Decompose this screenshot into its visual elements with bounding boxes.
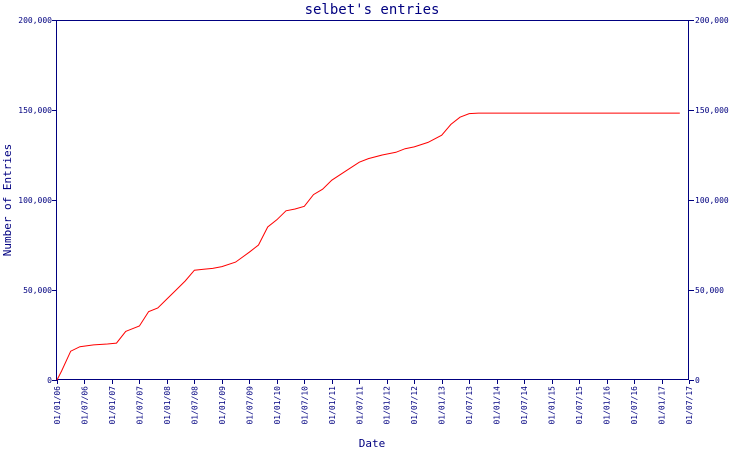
x-tick-label: 01/01/14 [493,386,502,425]
x-tick-label: 01/01/07 [108,386,117,425]
series-line [56,112,680,381]
x-tick-label: 01/07/17 [685,386,694,425]
x-tick-label: 01/07/08 [190,386,199,425]
y-tick-label-right: 200,000 [695,16,729,25]
x-tick-label: 01/01/13 [438,386,447,425]
x-tick-label: 01/07/09 [245,386,254,425]
x-tick-label: 01/01/15 [548,386,557,425]
x-tick-label: 01/07/13 [465,386,474,425]
x-axis-label: Date [359,437,386,450]
plot-area [56,20,689,380]
y-tick-label-right: 50,000 [695,286,724,295]
x-tick-label: 01/01/10 [273,386,282,425]
x-tick-label: 01/07/06 [80,386,89,425]
x-tick-label: 01/07/14 [520,386,529,425]
chart-title: selbet's entries [305,2,440,18]
y-tick-label-left: 0 [47,376,52,385]
y-tick-label-left: 200,000 [18,16,52,25]
y-tick-label-right: 100,000 [695,196,729,205]
y-axis: 0 0 50,000 50,000 100,000 100,000 150,000 150,0… [18,16,729,385]
y-tick-label-left: 150,000 [18,106,52,115]
x-tick-label: 01/01/08 [163,386,172,425]
x-tick-label: 01/07/07 [135,386,144,425]
y-tick-label-right: 150,000 [695,106,729,115]
x-tick-label: 01/07/10 [300,386,309,425]
x-tick-label: 01/07/12 [410,386,419,425]
x-tick-label: 01/01/11 [328,386,337,425]
x-tick-label: 01/07/15 [575,386,584,425]
x-tick-label: 01/01/16 [603,386,612,425]
x-tick-label: 01/01/17 [658,386,667,425]
y-tick-label-left: 100,000 [18,196,52,205]
x-tick-label: 01/01/12 [383,386,392,425]
y-tick-label-right: 0 [695,376,700,385]
x-axis: 01/01/06 01/07/06 01/01/07 01/07/07 01/01/08… [53,380,694,425]
x-tick-label: 01/07/16 [630,386,639,425]
x-tick-label: 01/01/09 [218,386,227,425]
x-tick-label: 01/01/06 [53,386,62,425]
x-tick-label: 01/07/11 [355,386,364,425]
y-axis-label: Number of Entries [1,144,14,257]
y-tick-label-left: 50,000 [23,286,52,295]
